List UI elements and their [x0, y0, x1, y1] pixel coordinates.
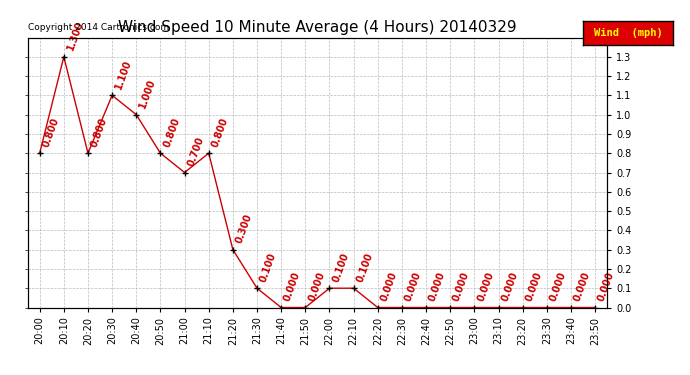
- Text: 0.100: 0.100: [258, 251, 278, 284]
- Text: Wind  (mph): Wind (mph): [593, 28, 662, 38]
- Text: 0.000: 0.000: [403, 270, 423, 303]
- Text: 0.800: 0.800: [210, 116, 230, 148]
- Text: 0.000: 0.000: [475, 270, 495, 303]
- Text: 0.000: 0.000: [427, 270, 447, 303]
- Text: 0.800: 0.800: [41, 116, 61, 148]
- Text: 0.000: 0.000: [451, 270, 471, 303]
- Text: 0.100: 0.100: [331, 251, 351, 284]
- Text: 0.000: 0.000: [524, 270, 544, 303]
- Text: 0.000: 0.000: [306, 270, 326, 303]
- Text: 0.000: 0.000: [379, 270, 399, 303]
- Text: 0.100: 0.100: [355, 251, 375, 284]
- Text: 0.000: 0.000: [500, 270, 520, 303]
- Text: 0.000: 0.000: [282, 270, 302, 303]
- Text: 0.000: 0.000: [548, 270, 568, 303]
- Text: Copyright 2014 Cartronics.com: Copyright 2014 Cartronics.com: [28, 23, 169, 32]
- Title: Wind Speed 10 Minute Average (4 Hours) 20140329: Wind Speed 10 Minute Average (4 Hours) 2…: [118, 20, 517, 35]
- Text: 1.100: 1.100: [113, 58, 133, 90]
- Text: 1.000: 1.000: [137, 78, 157, 110]
- Text: 0.800: 0.800: [161, 116, 181, 148]
- Text: 0.000: 0.000: [572, 270, 592, 303]
- Text: 0.800: 0.800: [89, 116, 109, 148]
- Text: 0.300: 0.300: [234, 213, 254, 245]
- Text: 0.000: 0.000: [596, 270, 616, 303]
- Text: 0.700: 0.700: [186, 135, 206, 168]
- Text: 1.300: 1.300: [65, 20, 85, 52]
